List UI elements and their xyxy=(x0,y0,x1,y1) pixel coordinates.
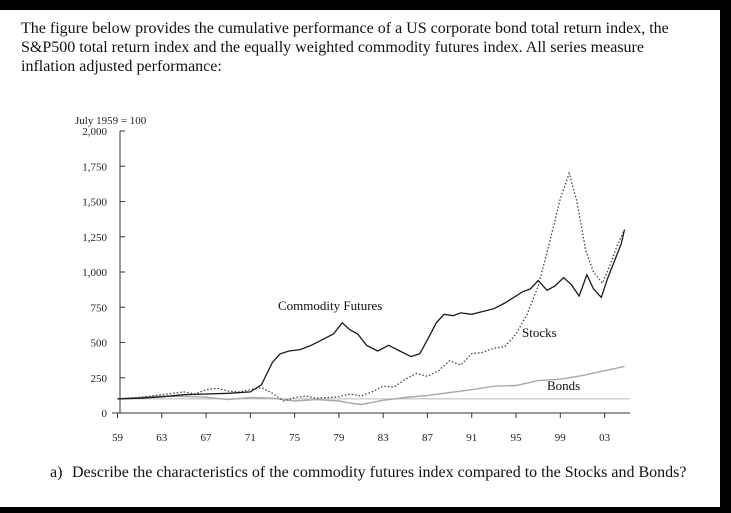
series-layer xyxy=(117,171,626,406)
x-tick-label: 91 xyxy=(466,432,477,444)
series-line-stocks xyxy=(117,171,626,402)
x-tick-label: 75 xyxy=(289,432,301,444)
performance-chart: July 1959 = 100 0 250 500 750 1,000 1,250 1,50… xyxy=(75,115,630,444)
x-tick-label: 59 xyxy=(112,432,124,444)
y-tick-label: 2,000 xyxy=(82,126,107,138)
question-text: Describe the characteristics of the comm… xyxy=(72,464,687,481)
series-label-commodity: Commodity Futures xyxy=(278,298,382,313)
x-tick-label: 63 xyxy=(156,432,168,444)
intro-paragraph: The figure below provides the cumulative… xyxy=(21,20,669,75)
question-number: a) xyxy=(50,464,63,481)
y-tick-label: 1,500 xyxy=(82,197,107,209)
y-tick-label: 500 xyxy=(91,338,108,350)
series-label-stocks: Stocks xyxy=(522,325,557,340)
y-tick-label: 0 xyxy=(102,408,108,420)
x-tick-label: 83 xyxy=(378,432,390,444)
series-line-commodity-futures xyxy=(117,229,626,400)
index-note: July 1959 = 100 xyxy=(75,115,147,127)
y-tick-label: 250 xyxy=(91,373,108,385)
y-tick-label: 750 xyxy=(91,302,108,314)
x-tick-label: 99 xyxy=(555,432,567,444)
y-tick-label: 1,250 xyxy=(82,232,107,244)
x-tick-label: 67 xyxy=(201,432,213,444)
series-label-bonds: Bonds xyxy=(547,378,580,393)
y-tick-label: 1,750 xyxy=(82,161,107,173)
y-tick-label: 1,000 xyxy=(82,267,107,279)
x-tick-label: 03 xyxy=(599,432,611,444)
x-tick-label: 87 xyxy=(422,432,434,444)
x-tick-label: 95 xyxy=(511,432,523,444)
x-tick-label: 71 xyxy=(245,432,256,444)
series-line-bonds xyxy=(117,365,625,406)
y-axis: 0 250 500 750 1,000 1,250 1,500 1,750 2,000 xyxy=(82,126,125,420)
worksheet-page: The figure below provides the cumulative… xyxy=(0,10,720,507)
x-tick-label: 79 xyxy=(333,432,345,444)
x-axis: 59 63 67 71 75 79 83 87 91 95 99 03 xyxy=(112,412,630,444)
